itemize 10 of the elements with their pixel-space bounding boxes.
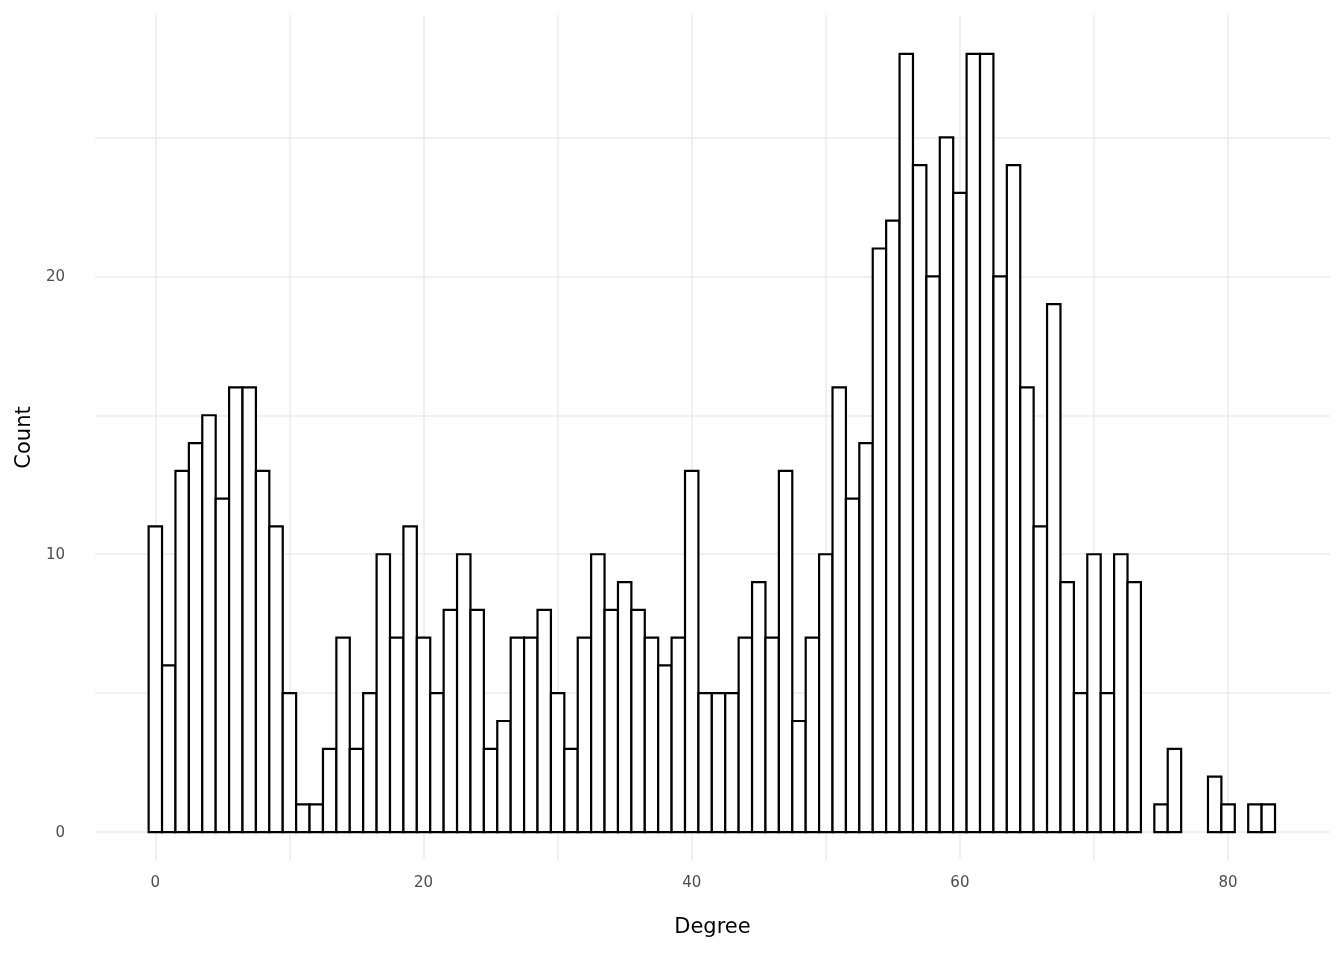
x-tick-label: 40 <box>682 872 702 891</box>
x-tick-label: 60 <box>950 872 970 891</box>
x-tick-label: 80 <box>1218 872 1238 891</box>
x-axis-title: Degree <box>674 913 751 938</box>
x-tick-label: 0 <box>150 872 161 891</box>
x-tick-label: 20 <box>413 872 434 891</box>
y-tick-label: 10 <box>45 545 65 564</box>
y-tick-label: 0 <box>55 823 65 842</box>
y-tick-label: 20 <box>45 267 65 286</box>
y-axis-title: Count <box>10 406 35 469</box>
